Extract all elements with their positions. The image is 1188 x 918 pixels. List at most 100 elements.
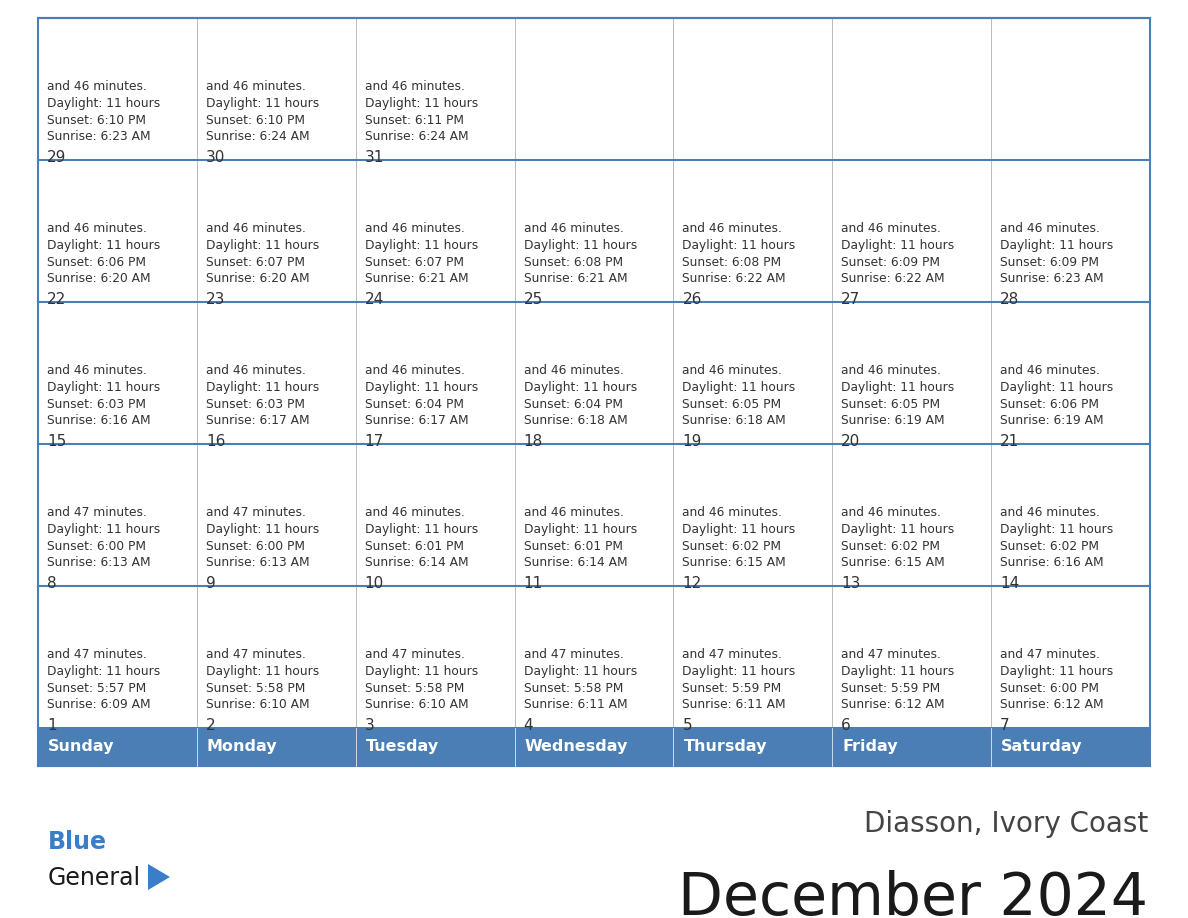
Text: Sunset: 6:04 PM: Sunset: 6:04 PM — [524, 397, 623, 410]
Text: 5: 5 — [682, 718, 693, 733]
Text: Sunset: 6:07 PM: Sunset: 6:07 PM — [365, 255, 463, 268]
Text: Daylight: 11 hours: Daylight: 11 hours — [365, 523, 478, 536]
Text: Sunrise: 6:13 AM: Sunrise: 6:13 AM — [48, 556, 151, 569]
Text: 2: 2 — [206, 718, 215, 733]
Text: Sunrise: 6:18 AM: Sunrise: 6:18 AM — [682, 414, 786, 427]
Text: Sunset: 6:11 PM: Sunset: 6:11 PM — [365, 114, 463, 127]
Text: Sunrise: 6:21 AM: Sunrise: 6:21 AM — [524, 272, 627, 285]
Text: Daylight: 11 hours: Daylight: 11 hours — [524, 665, 637, 678]
Text: Sunset: 6:10 PM: Sunset: 6:10 PM — [206, 114, 305, 127]
Text: and 47 minutes.: and 47 minutes. — [48, 648, 147, 662]
Text: Sunrise: 6:11 AM: Sunrise: 6:11 AM — [682, 698, 786, 711]
Text: and 46 minutes.: and 46 minutes. — [206, 222, 305, 236]
Text: Daylight: 11 hours: Daylight: 11 hours — [1000, 665, 1113, 678]
Text: Daylight: 11 hours: Daylight: 11 hours — [682, 665, 796, 678]
Text: Sunset: 6:01 PM: Sunset: 6:01 PM — [365, 540, 463, 553]
Text: Sunset: 6:04 PM: Sunset: 6:04 PM — [365, 397, 463, 410]
Text: 12: 12 — [682, 576, 702, 591]
Text: Daylight: 11 hours: Daylight: 11 hours — [1000, 523, 1113, 536]
Text: 15: 15 — [48, 434, 67, 449]
Text: Sunrise: 6:10 AM: Sunrise: 6:10 AM — [365, 698, 468, 711]
Text: Daylight: 11 hours: Daylight: 11 hours — [841, 523, 954, 536]
Text: and 47 minutes.: and 47 minutes. — [1000, 648, 1100, 662]
Text: Daylight: 11 hours: Daylight: 11 hours — [48, 239, 160, 252]
Text: Sunrise: 6:19 AM: Sunrise: 6:19 AM — [841, 414, 944, 427]
Bar — [833, 728, 991, 766]
Text: and 46 minutes.: and 46 minutes. — [48, 222, 147, 236]
Text: and 47 minutes.: and 47 minutes. — [206, 648, 305, 662]
Text: December 2024: December 2024 — [678, 870, 1148, 918]
Text: and 46 minutes.: and 46 minutes. — [841, 364, 941, 377]
Text: Sunset: 5:57 PM: Sunset: 5:57 PM — [48, 681, 146, 695]
Text: 25: 25 — [524, 292, 543, 307]
Text: Sunrise: 6:24 AM: Sunrise: 6:24 AM — [206, 130, 310, 143]
Text: 14: 14 — [1000, 576, 1019, 591]
Text: Sunset: 6:07 PM: Sunset: 6:07 PM — [206, 255, 305, 268]
Text: and 46 minutes.: and 46 minutes. — [1000, 364, 1100, 377]
Text: Daylight: 11 hours: Daylight: 11 hours — [1000, 239, 1113, 252]
Text: Sunset: 5:59 PM: Sunset: 5:59 PM — [682, 681, 782, 695]
Text: 26: 26 — [682, 292, 702, 307]
Text: and 46 minutes.: and 46 minutes. — [48, 364, 147, 377]
Text: Daylight: 11 hours: Daylight: 11 hours — [206, 523, 320, 536]
Text: Thursday: Thursday — [683, 740, 767, 755]
Text: Sunrise: 6:18 AM: Sunrise: 6:18 AM — [524, 414, 627, 427]
Text: and 46 minutes.: and 46 minutes. — [682, 364, 783, 377]
Text: Sunset: 6:05 PM: Sunset: 6:05 PM — [682, 397, 782, 410]
Text: Daylight: 11 hours: Daylight: 11 hours — [841, 665, 954, 678]
Text: General: General — [48, 866, 141, 890]
Text: 22: 22 — [48, 292, 67, 307]
Text: 18: 18 — [524, 434, 543, 449]
Text: and 46 minutes.: and 46 minutes. — [206, 364, 305, 377]
Text: Sunrise: 6:16 AM: Sunrise: 6:16 AM — [48, 414, 151, 427]
Text: and 46 minutes.: and 46 minutes. — [48, 81, 147, 94]
Text: Sunset: 6:09 PM: Sunset: 6:09 PM — [841, 255, 940, 268]
Text: 4: 4 — [524, 718, 533, 733]
Text: 27: 27 — [841, 292, 860, 307]
Text: Sunset: 6:03 PM: Sunset: 6:03 PM — [206, 397, 305, 410]
Text: Sunset: 6:10 PM: Sunset: 6:10 PM — [48, 114, 146, 127]
Text: General: General — [48, 865, 53, 866]
Text: Daylight: 11 hours: Daylight: 11 hours — [365, 239, 478, 252]
Text: and 47 minutes.: and 47 minutes. — [841, 648, 941, 662]
Text: Sunrise: 6:22 AM: Sunrise: 6:22 AM — [682, 272, 786, 285]
Text: and 46 minutes.: and 46 minutes. — [524, 507, 624, 520]
Text: and 46 minutes.: and 46 minutes. — [365, 81, 465, 94]
Text: Daylight: 11 hours: Daylight: 11 hours — [1000, 381, 1113, 394]
Text: Sunset: 6:03 PM: Sunset: 6:03 PM — [48, 397, 146, 410]
Text: 28: 28 — [1000, 292, 1019, 307]
Text: Monday: Monday — [207, 740, 278, 755]
Text: Sunrise: 6:22 AM: Sunrise: 6:22 AM — [841, 272, 944, 285]
Text: and 46 minutes.: and 46 minutes. — [365, 507, 465, 520]
Text: and 46 minutes.: and 46 minutes. — [524, 364, 624, 377]
Text: Daylight: 11 hours: Daylight: 11 hours — [206, 97, 320, 110]
Text: Daylight: 11 hours: Daylight: 11 hours — [48, 381, 160, 394]
Text: Sunrise: 6:13 AM: Sunrise: 6:13 AM — [206, 556, 310, 569]
Text: 13: 13 — [841, 576, 860, 591]
Text: and 46 minutes.: and 46 minutes. — [682, 222, 783, 236]
Text: Sunrise: 6:15 AM: Sunrise: 6:15 AM — [682, 556, 786, 569]
Text: and 47 minutes.: and 47 minutes. — [365, 648, 465, 662]
Text: and 46 minutes.: and 46 minutes. — [524, 222, 624, 236]
Text: Daylight: 11 hours: Daylight: 11 hours — [524, 381, 637, 394]
Text: Daylight: 11 hours: Daylight: 11 hours — [365, 665, 478, 678]
Text: and 46 minutes.: and 46 minutes. — [841, 222, 941, 236]
Bar — [514, 728, 674, 766]
Text: Sunset: 6:02 PM: Sunset: 6:02 PM — [841, 540, 940, 553]
Text: 3: 3 — [365, 718, 374, 733]
Text: and 47 minutes.: and 47 minutes. — [206, 507, 305, 520]
Text: and 46 minutes.: and 46 minutes. — [682, 507, 783, 520]
Text: Sunset: 6:02 PM: Sunset: 6:02 PM — [1000, 540, 1099, 553]
Text: Sunset: 5:58 PM: Sunset: 5:58 PM — [206, 681, 305, 695]
Text: Sunset: 6:06 PM: Sunset: 6:06 PM — [48, 255, 146, 268]
Text: Sunrise: 6:20 AM: Sunrise: 6:20 AM — [206, 272, 310, 285]
Text: 10: 10 — [365, 576, 384, 591]
Text: Sunset: 6:01 PM: Sunset: 6:01 PM — [524, 540, 623, 553]
Text: Sunrise: 6:23 AM: Sunrise: 6:23 AM — [1000, 272, 1104, 285]
Text: Sunrise: 6:16 AM: Sunrise: 6:16 AM — [1000, 556, 1104, 569]
Text: Daylight: 11 hours: Daylight: 11 hours — [48, 523, 160, 536]
Bar — [674, 728, 833, 766]
Text: Daylight: 11 hours: Daylight: 11 hours — [365, 97, 478, 110]
Text: Diasson, Ivory Coast: Diasson, Ivory Coast — [864, 810, 1148, 838]
Text: Daylight: 11 hours: Daylight: 11 hours — [48, 97, 160, 110]
